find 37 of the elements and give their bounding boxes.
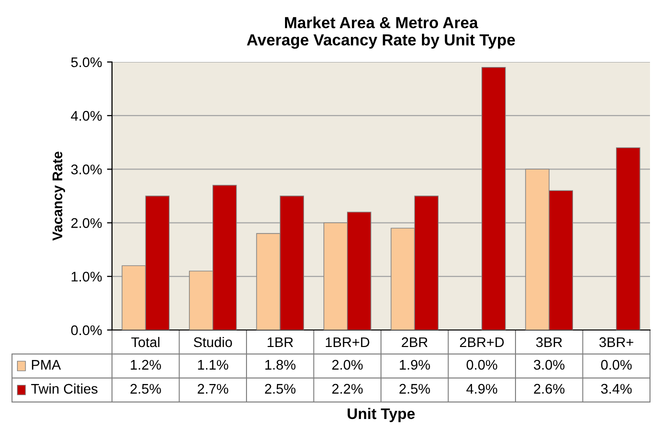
bar [482, 67, 506, 330]
data-label: 1.9% [400, 360, 430, 370]
x-tick-label: 2BR+D [460, 337, 504, 348]
data-label: 0.0% [601, 360, 632, 370]
chart-title: Market Area & Metro Area Average Vacancy Rate by Unit Type [246, 16, 515, 49]
y-tick-label: 1.0% [72, 272, 102, 282]
legend-label: PMA [32, 360, 61, 370]
data-label: 1.1% [198, 360, 228, 370]
x-tick-label: 2BR [402, 337, 428, 348]
y-tick-label: 0.0% [71, 325, 102, 336]
y-tick-label: 5.0% [71, 57, 102, 68]
data-label: 2.7% [198, 384, 228, 394]
data-label: 2.5% [130, 384, 161, 394]
x-tick-label: Studio [194, 336, 232, 348]
data-label: 4.9% [466, 384, 498, 394]
y-tick-label: 4.0% [70, 110, 102, 121]
data-label: 2.5% [399, 384, 430, 394]
x-tick-label: 3BR+ [599, 337, 634, 348]
data-label: 2.6% [534, 384, 564, 394]
data-label: 3.0% [534, 360, 564, 370]
data-label: 2.0% [332, 360, 363, 370]
data-label: 1.2% [130, 360, 161, 370]
data-label: 2.2% [332, 384, 363, 394]
data-label: 2.5% [264, 384, 296, 394]
x-tick-label: 1BR [268, 337, 293, 348]
legend-label: Twin Cities [31, 384, 98, 394]
data-label: 0.0% [466, 360, 498, 370]
y-axis-title: Vacancy Rate [52, 152, 66, 241]
y-tick-label: 3.0% [71, 164, 102, 174]
x-tick-label: 3BR [536, 337, 562, 348]
data-label: 1.8% [265, 360, 296, 370]
y-tick-label: 2.0% [71, 218, 102, 228]
x-axis-title: Unit Type [348, 408, 415, 422]
data-label: 3.4% [601, 384, 632, 394]
bar [616, 147, 640, 330]
x-tick-label: 1BR+D [326, 337, 370, 348]
x-tick-label: Total [131, 336, 160, 348]
